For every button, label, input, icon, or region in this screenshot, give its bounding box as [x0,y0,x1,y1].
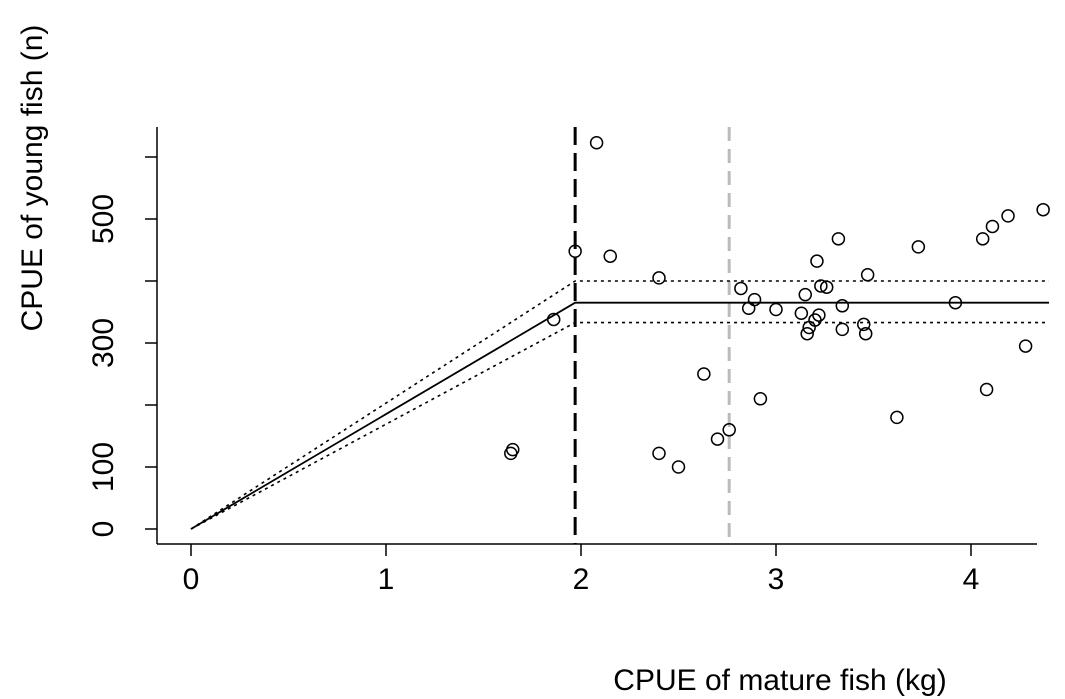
data-point [1001,209,1015,223]
data-point [985,219,1000,234]
data-point [1018,339,1033,353]
data-point [734,281,748,296]
points-layer [504,135,1050,474]
x-tick-label: 3 [768,563,785,596]
ci-upper-line [190,280,1049,530]
data-point [819,280,834,294]
data-point [814,279,828,293]
data-point [747,292,762,307]
data-point [1036,202,1050,217]
x-tick-label: 2 [573,563,590,596]
data-point [890,410,904,425]
data-point [979,382,994,397]
x-tick-label: 1 [378,563,395,596]
x-axis-label: CPUE of mature fish (kg) [613,664,946,697]
data-point [741,301,756,316]
y-tick-label: 300 [87,318,120,368]
data-point [911,240,926,254]
data-point [589,135,604,150]
data-point [652,271,666,285]
data-point [794,306,809,320]
axes-layer: 0 1 2 3 4 0 100 300 500 [87,127,1037,596]
x-tick-label: 4 [963,563,980,596]
data-point [948,295,963,310]
data-point [710,432,725,446]
data-point [769,302,783,317]
data-point [753,392,768,406]
data-point [831,232,846,246]
lines-layer [190,127,1049,544]
y-axis-label: CPUE of young fish (n) [16,25,49,332]
data-point [860,268,875,282]
data-point [798,287,812,302]
data-point [812,308,826,322]
data-point [975,232,990,246]
data-point [671,460,686,474]
fit-line [190,301,1049,530]
data-point [857,317,871,332]
data-point [697,367,711,381]
data-point [835,299,850,313]
data-point [810,254,824,268]
data-point [568,244,582,258]
data-point [506,442,520,457]
ci-lower-line [190,321,1049,530]
data-point [722,423,736,437]
data-point [603,249,617,263]
data-point [800,326,814,341]
data-point [652,446,666,461]
y-tick-label: 500 [87,194,120,244]
y-tick-label: 0 [87,521,120,538]
data-point [835,322,850,337]
y-tick-label: 100 [87,442,120,492]
data-point [858,326,873,341]
data-point [546,312,561,327]
x-tick-label: 0 [183,563,200,596]
